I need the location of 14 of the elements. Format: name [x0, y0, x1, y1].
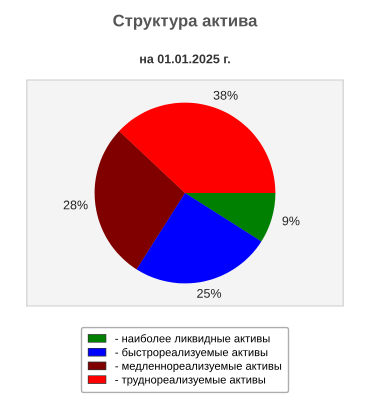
- pie-slice: [185, 193, 276, 242]
- data-label: 25%: [197, 288, 222, 298]
- pie-slice: [94, 131, 185, 270]
- pie-slice: [119, 102, 276, 193]
- pie-slice: [136, 193, 262, 284]
- legend-label: - наиболее ликвидные активы: [115, 334, 270, 345]
- data-label: 38%: [214, 90, 238, 100]
- legend-label: - медленнореализуемые активы: [115, 364, 282, 372]
- data-label: 28%: [64, 200, 88, 210]
- legend-label: - труднореализуемые активы: [115, 377, 266, 386]
- data-label: 9%: [282, 216, 300, 226]
- chart-title: Структура актива: [113, 14, 258, 30]
- chart-subtitle: на 01.01.2025 г.: [140, 54, 230, 64]
- legend-label: - быстрореализуемые активы: [115, 348, 268, 358]
